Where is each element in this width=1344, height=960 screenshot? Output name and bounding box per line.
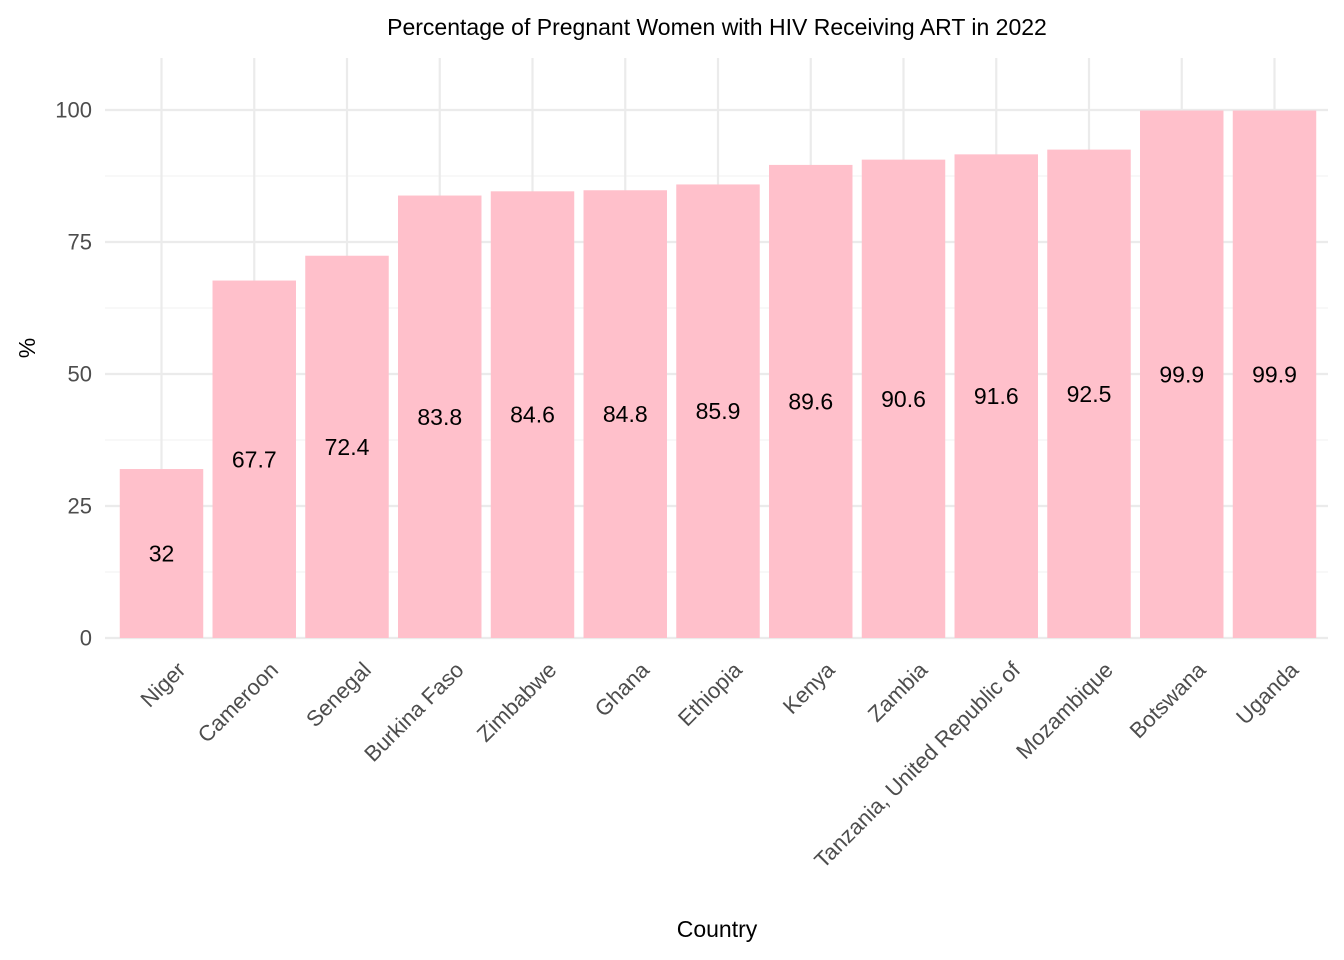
- bar-value-label: 91.6: [974, 383, 1019, 409]
- x-tick-label: Senegal: [301, 657, 376, 732]
- bar: [1140, 110, 1224, 638]
- bar-value-label: 85.9: [696, 398, 741, 424]
- bar: [490, 191, 575, 638]
- bar-value-label: 83.8: [417, 404, 462, 430]
- bar-value-label: 99.9: [1159, 361, 1204, 387]
- y-tick-label: 75: [68, 230, 92, 255]
- x-tick-label: Zambia: [863, 657, 933, 727]
- x-tick-label: Burkina Faso: [359, 657, 468, 766]
- x-axis-title: Country: [677, 916, 758, 942]
- x-tick-label: Niger: [135, 657, 190, 712]
- bar: [305, 255, 389, 638]
- bar: [583, 190, 667, 639]
- bar-value-label: 84.6: [510, 402, 555, 428]
- bars: [119, 110, 1317, 639]
- chart-title: Percentage of Pregnant Women with HIV Re…: [387, 14, 1047, 40]
- x-tick-label: Mozambique: [1011, 657, 1118, 764]
- bar: [861, 159, 946, 638]
- bar-value-label: 89.6: [788, 388, 833, 414]
- bar-value-label: 67.7: [232, 446, 277, 472]
- bar: [769, 164, 853, 639]
- bar-value-label: 72.4: [325, 434, 370, 460]
- bar-value-label: 99.9: [1252, 361, 1297, 387]
- data-labels: 32 67.7 72.4 83.8 84.6 84.8 85.9 89.6 90.6 91.6 92…: [149, 361, 1297, 566]
- bar: [1047, 149, 1131, 638]
- bar-value-label: 90.6: [881, 386, 926, 412]
- y-tick-label: 0: [80, 626, 92, 651]
- bar: [676, 184, 760, 638]
- y-tick-label: 100: [55, 98, 92, 123]
- bar: [398, 195, 482, 638]
- bar: [212, 280, 296, 638]
- x-tick-label: Kenya: [778, 657, 840, 719]
- x-tick-label: Ethiopia: [673, 657, 747, 731]
- x-tick-label: Uganda: [1231, 657, 1304, 730]
- bar-value-label: 32: [149, 541, 175, 567]
- bar: [954, 154, 1038, 639]
- y-tick-label: 50: [68, 362, 92, 387]
- x-tick-label: Zimbabwe: [472, 657, 561, 746]
- bar-value-label: 84.8: [603, 401, 648, 427]
- x-tick-label: Cameroon: [193, 657, 283, 747]
- y-tick-label: 25: [68, 494, 92, 519]
- y-axis-title: %: [14, 338, 40, 358]
- y-axis-ticks: 0 25 50 75 100: [55, 98, 92, 651]
- bar: [119, 469, 204, 638]
- bar: [1232, 110, 1317, 638]
- x-tick-label: Botswana: [1125, 657, 1212, 744]
- x-tick-label: Ghana: [590, 657, 655, 722]
- bar-value-label: 92.5: [1067, 381, 1112, 407]
